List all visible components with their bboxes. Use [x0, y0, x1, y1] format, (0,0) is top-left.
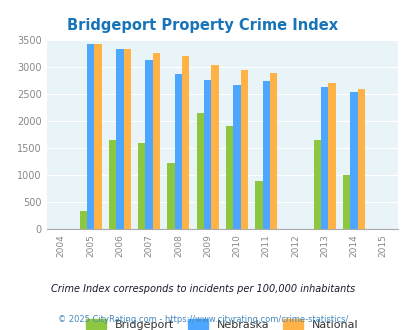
Text: Bridgeport Property Crime Index: Bridgeport Property Crime Index: [67, 18, 338, 33]
Bar: [181, 56, 189, 229]
Bar: [269, 73, 277, 229]
Bar: [357, 89, 364, 229]
Bar: [87, 44, 94, 229]
Bar: [342, 175, 350, 229]
Bar: [211, 65, 218, 229]
Bar: [79, 212, 87, 229]
Text: Crime Index corresponds to incidents per 100,000 inhabitants: Crime Index corresponds to incidents per…: [51, 284, 354, 294]
Bar: [116, 49, 123, 229]
Bar: [350, 92, 357, 229]
Bar: [226, 126, 233, 229]
Bar: [262, 81, 269, 229]
Bar: [123, 49, 130, 229]
Bar: [255, 181, 262, 229]
Bar: [313, 140, 320, 229]
Bar: [152, 53, 160, 229]
Bar: [94, 44, 101, 229]
Bar: [203, 80, 211, 229]
Bar: [138, 143, 145, 229]
Bar: [320, 87, 328, 229]
Legend: Bridgeport, Nebraska, National: Bridgeport, Nebraska, National: [82, 314, 362, 330]
Bar: [145, 60, 152, 229]
Bar: [233, 85, 240, 229]
Text: © 2025 CityRating.com - https://www.cityrating.com/crime-statistics/: © 2025 CityRating.com - https://www.city…: [58, 315, 347, 324]
Bar: [174, 74, 181, 229]
Bar: [196, 113, 203, 229]
Bar: [240, 70, 247, 229]
Bar: [328, 83, 335, 229]
Bar: [109, 140, 116, 229]
Bar: [167, 163, 174, 229]
